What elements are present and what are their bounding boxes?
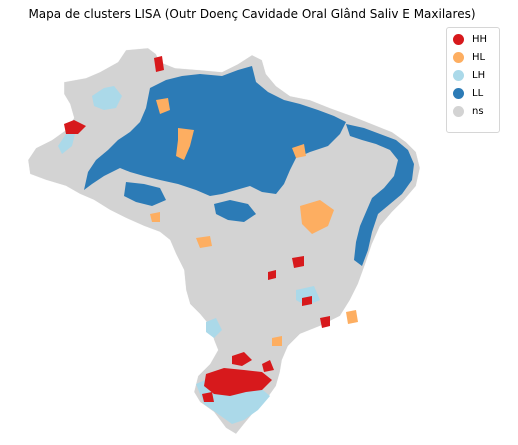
cluster-hh-sp [302, 296, 312, 306]
cluster-hh-mg [320, 316, 330, 328]
legend-label-hh: HH [472, 33, 488, 45]
cluster-hh-pr [262, 360, 274, 372]
cluster-lh-north [92, 86, 122, 110]
cluster-hh-goias [292, 256, 304, 268]
legend-item-hl: HL [453, 49, 499, 65]
cluster-hl-5 [196, 236, 212, 248]
cluster-ll-northeast [346, 124, 414, 266]
cluster-lh-west [58, 130, 76, 154]
cluster-ll-north [84, 66, 346, 196]
cluster-hh-rs [204, 368, 272, 396]
cluster-hl-4 [292, 144, 306, 158]
legend-item-ns: ns [453, 103, 499, 119]
cluster-hl-2 [156, 98, 170, 114]
legend-dot-ll [453, 87, 464, 99]
legend-label-ll: LL [472, 87, 484, 99]
legend-dot-ns [453, 105, 464, 117]
legend-dot-hl [453, 51, 464, 63]
cluster-hh-ms [268, 270, 276, 280]
cluster-hl-7 [150, 212, 160, 222]
cluster-hl-8 [272, 336, 282, 346]
cluster-hh-roraima [154, 56, 164, 72]
cluster-hh-acre [64, 120, 86, 134]
cluster-hh-sc [232, 352, 252, 366]
cluster-hl-6 [346, 310, 358, 324]
legend-item-hh: HH [453, 31, 499, 47]
cluster-hl-3 [300, 200, 334, 234]
legend-dot-lh [453, 69, 464, 81]
map-title: Mapa de clusters LISA (Outr Doenç Cavida… [28, 7, 476, 21]
map-legend: HH HL LH LL ns [446, 27, 500, 133]
cluster-hl-1 [176, 128, 194, 160]
legend-label-ns: ns [472, 105, 484, 117]
legend-dot-hh [453, 33, 464, 45]
legend-item-ll: LL [453, 85, 499, 101]
cluster-lh-southwest [206, 318, 222, 338]
cluster-ll-central [214, 200, 256, 222]
legend-label-hl: HL [472, 51, 486, 63]
cluster-ll-west [124, 182, 166, 206]
legend-label-lh: LH [472, 69, 486, 81]
cluster-hh-rs-west [202, 392, 214, 402]
legend-item-lh: LH [453, 67, 499, 83]
